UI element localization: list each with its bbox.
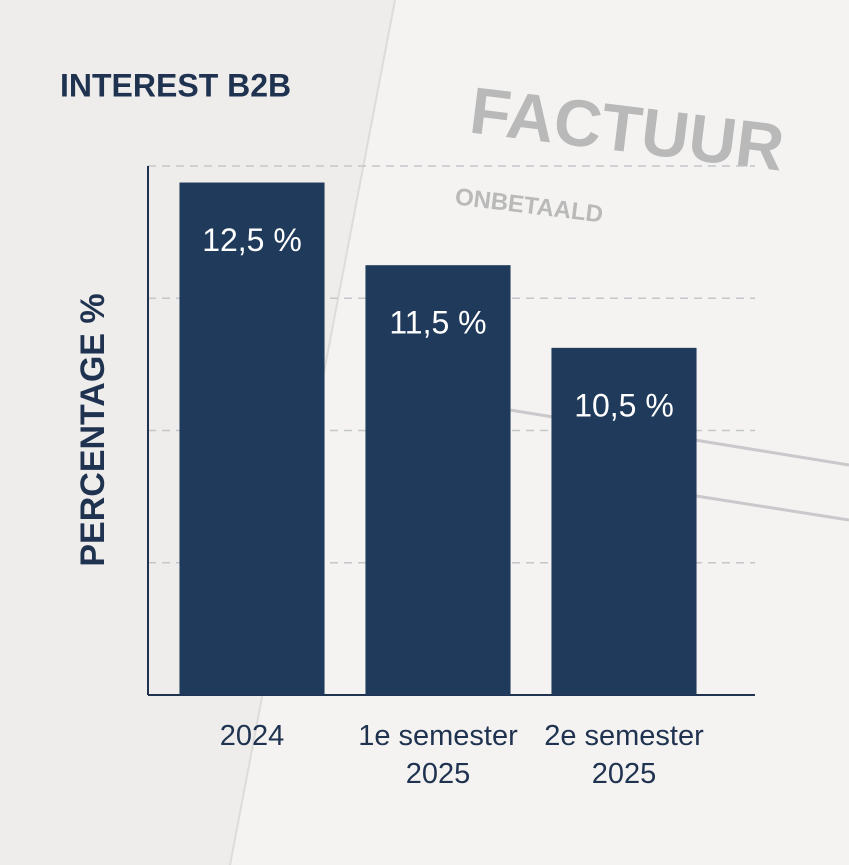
data-label: 10,5 % xyxy=(574,387,674,423)
bar xyxy=(179,182,325,695)
x-tick-label: 1e semester 2025 xyxy=(358,720,518,790)
paper-line xyxy=(689,493,849,522)
data-label: 12,5 % xyxy=(202,222,302,258)
x-tick-label: 2024 xyxy=(219,720,285,752)
data-label: 11,5 % xyxy=(389,305,486,341)
bar xyxy=(365,265,511,695)
bar xyxy=(551,347,697,695)
chart-title: INTEREST B2B xyxy=(60,67,291,103)
y-axis-label: PERCENTAGE % xyxy=(74,293,112,566)
x-tick-label: 2e semester 2025 xyxy=(544,720,704,790)
